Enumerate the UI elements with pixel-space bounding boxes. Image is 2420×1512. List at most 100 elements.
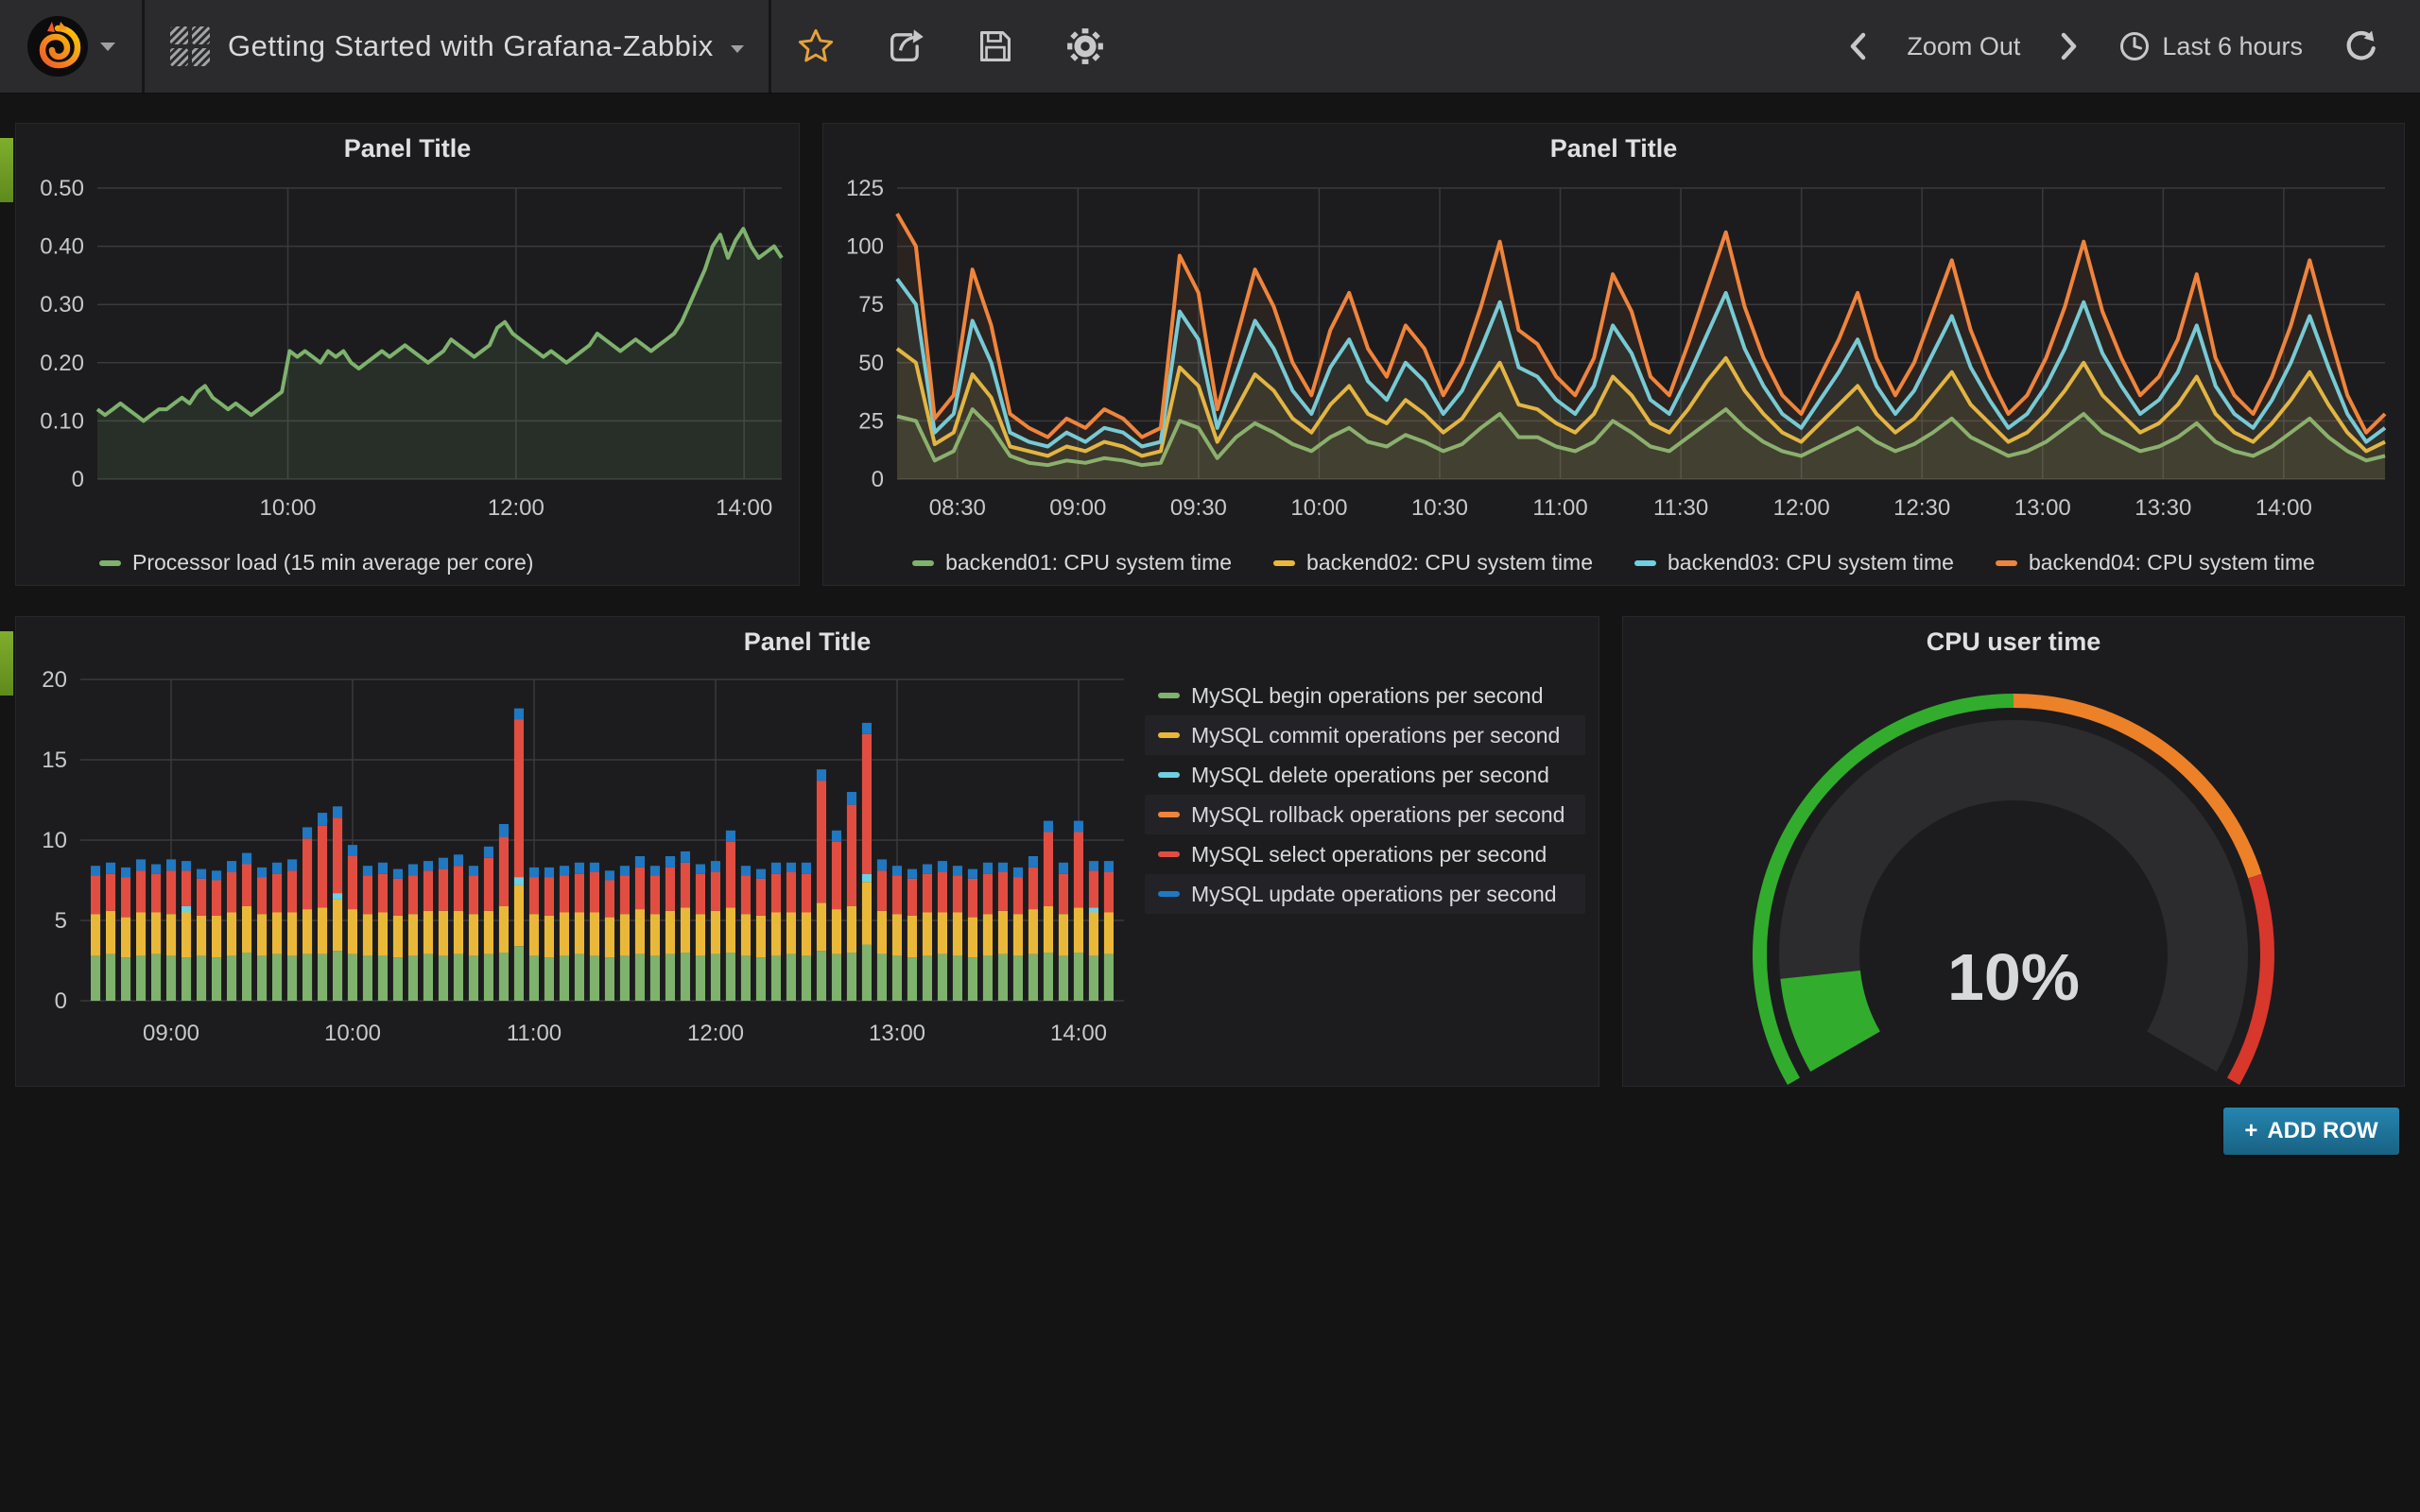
row-menu-tab-1[interactable] (0, 138, 13, 202)
panel1-graph-area[interactable]: 10:00 12:00 14:00 0 0.10 0.20 0.30 0.40 0.50 (16, 173, 799, 523)
y-axis-tick-label: 0 (72, 467, 84, 492)
y-axis-tick-label: 100 (846, 234, 884, 260)
grid-lines: 10:00 12:00 14:00 0 0.10 0.20 0.30 0.40 0.50 (40, 176, 782, 521)
star-icon (798, 28, 833, 62)
time-shift-back-button[interactable] (1833, 0, 1882, 94)
clock-icon (2120, 32, 2150, 60)
panel2-graph-area[interactable]: 08:30 09:00 09:30 10:00 10:30 11:00 11:30 12:00… (823, 173, 2404, 523)
panel4-title[interactable]: CPU user time (1926, 627, 2101, 656)
panel1-title[interactable]: Panel Title (343, 133, 472, 163)
star-dashboard-button[interactable] (771, 0, 860, 93)
legend-label: backend01: CPU system time (945, 550, 1233, 575)
series-line (896, 407, 2386, 468)
x-axis-tick-label: 12:00 (687, 1021, 744, 1046)
y-axis-tick-label: 0.20 (40, 351, 84, 376)
x-axis-tick-label: 09:00 (1049, 495, 1106, 521)
time-shift-forward-button[interactable] (2045, 0, 2094, 94)
y-axis-tick-label: 20 (42, 667, 67, 693)
save-dashboard-button[interactable] (951, 0, 1040, 93)
x-axis-tick-label: 13:00 (2014, 495, 2071, 521)
gauge-body-arc (1779, 720, 2248, 1072)
gauge-threshold-arc (1753, 694, 2014, 1085)
zoom-out-label: Zoom Out (1907, 31, 2021, 60)
dashboard-settings-button[interactable] (1040, 0, 1131, 93)
time-range-picker-button[interactable]: Last 6 hours (2103, 0, 2318, 94)
y-axis-tick-label: 125 (846, 176, 884, 201)
y-axis-tick-label: 0.10 (40, 408, 84, 434)
series-area (897, 349, 2385, 479)
share-dashboard-button[interactable] (860, 0, 951, 93)
y-axis-tick-label: 0 (872, 467, 884, 492)
y-axis-tick-label: 75 (858, 292, 884, 318)
row-menu-tab-2[interactable] (0, 631, 13, 696)
legend-label: backend03: CPU system time (1668, 550, 1954, 575)
panel-processor-load: Panel Title 10:00 12:00 14:00 0 0.10 0.20 0.30… (15, 123, 800, 586)
panel2-title[interactable]: Panel Title (1549, 133, 1678, 163)
x-axis-tick-label: 11:00 (1532, 495, 1587, 521)
legend-item[interactable]: MySQL update operations per second (1145, 874, 1585, 914)
series-line (895, 213, 2387, 439)
y-axis-tick-label: 0 (55, 988, 67, 1014)
legend-label: backend04: CPU system time (2028, 550, 2315, 575)
save-icon (979, 31, 1011, 61)
legend-item[interactable]: Processor load (15 min average per core) (99, 550, 533, 576)
legend-swatch-icon (1634, 559, 1656, 566)
legend-label: Processor load (15 min average per core) (132, 550, 534, 575)
legend-label: MySQL update operations per second (1191, 881, 1557, 906)
x-axis-tick-label: 13:30 (2135, 495, 2191, 521)
legend-item[interactable]: backend03: CPU system time (1634, 550, 1954, 576)
legend-swatch-icon (1158, 891, 1180, 897)
gauge-threshold-arc (2014, 694, 2262, 879)
legend-item[interactable]: backend02: CPU system time (1273, 550, 1593, 576)
panel3-title[interactable]: Panel Title (743, 627, 872, 656)
legend-item[interactable]: MySQL begin operations per second (1145, 676, 1585, 715)
nav-divider (142, 0, 145, 93)
legend-item[interactable]: MySQL commit operations per second (1145, 715, 1585, 755)
legend-swatch-icon (1158, 693, 1180, 698)
series-line (895, 277, 2387, 449)
x-axis-tick-label: 14:00 (2256, 495, 2312, 521)
y-axis-tick-label: 0.50 (40, 176, 84, 201)
series-area (897, 409, 2385, 479)
legend-item[interactable]: MySQL delete operations per second (1145, 755, 1585, 795)
grafana-logo-button[interactable] (0, 0, 142, 93)
chevron-right-icon (2062, 32, 2077, 60)
y-axis-tick-label: 25 (858, 408, 884, 434)
legend-item[interactable]: MySQL select operations per second (1145, 834, 1585, 874)
y-axis-tick-label: 15 (42, 747, 67, 773)
refresh-button[interactable] (2327, 0, 2394, 94)
x-axis-tick-label: 14:00 (1050, 1021, 1107, 1046)
add-row-button[interactable]: + ADD ROW (2223, 1108, 2399, 1155)
panel-backend-cpu: Panel Title 08:30 09:00 09:30 10:00 10:30 11:… (822, 123, 2405, 586)
dashboard-grid-icon (170, 26, 210, 66)
x-axis-tick-label: 13:00 (869, 1021, 925, 1046)
legend-item[interactable]: MySQL rollback operations per second (1145, 795, 1585, 834)
legend-item[interactable]: backend04: CPU system time (1995, 550, 2315, 576)
grid-lines: 08:30 09:00 09:30 10:00 10:30 11:00 11:30 12:00… (846, 176, 2385, 521)
x-axis-tick-label: 12:30 (1893, 495, 1950, 521)
panel-cpu-user-time: CPU user time 10% (1622, 616, 2405, 1087)
share-icon (890, 29, 924, 62)
legend-label: backend02: CPU system time (1306, 550, 1593, 575)
legend-label: MySQL begin operations per second (1191, 682, 1544, 708)
legend-swatch-icon (99, 559, 121, 566)
dashboard-title-button[interactable]: Getting Started with Grafana-Zabbix (145, 0, 769, 93)
x-axis-tick-label: 10:30 (1411, 495, 1468, 521)
chevron-left-icon (1851, 32, 1866, 60)
x-axis-tick-label: 09:00 (143, 1021, 199, 1046)
y-axis-tick-label: 10 (42, 828, 67, 853)
series-line (95, 227, 784, 423)
legend-item[interactable]: backend01: CPU system time (912, 550, 1232, 576)
x-axis-tick-label: 10:00 (324, 1021, 381, 1046)
x-axis-tick-label: 11:00 (507, 1021, 562, 1046)
panel3-graph-area[interactable]: 09:00 10:00 11:00 12:00 13:00 14:00 0 5 10 15 20 (16, 666, 1137, 1048)
series-line (895, 347, 2386, 458)
add-row-label: ADD ROW (2267, 1118, 2378, 1143)
panel4-gauge-area[interactable]: 10% (1623, 666, 2404, 1086)
panel2-legend: backend01: CPU system time backend02: CPU… (823, 550, 2404, 576)
zoom-out-button[interactable]: Zoom Out (1892, 0, 2035, 94)
legend-swatch-icon (1158, 772, 1180, 778)
y-axis-tick-label: 50 (858, 351, 884, 376)
panel-mysql-operations: Panel Title 09:00 10:00 11:00 12:00 13:00 14:… (15, 616, 1599, 1087)
time-controls: Zoom Out Last 6 hours (1833, 0, 2420, 94)
